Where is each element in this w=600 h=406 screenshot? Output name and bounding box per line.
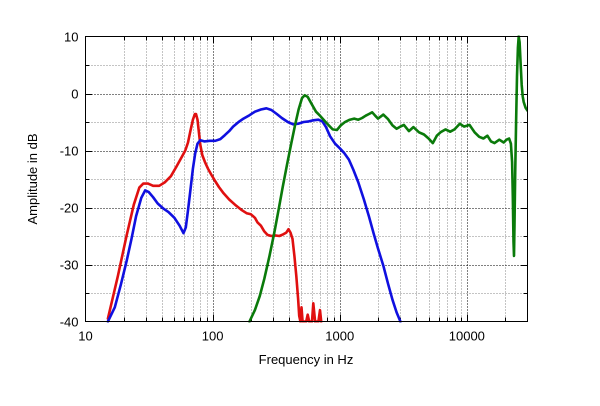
woofer-response-line xyxy=(106,112,323,323)
plot-frame xyxy=(85,36,528,322)
y-tick-label: -40 xyxy=(60,315,79,330)
x-tick-label: 10000 xyxy=(449,329,485,344)
x-tick-label: 10 xyxy=(78,329,92,344)
tweeter-response-line xyxy=(248,35,528,323)
plot-background xyxy=(85,36,528,322)
series-lines xyxy=(106,35,528,323)
y-tick-label: -10 xyxy=(60,144,79,159)
x-tick-label: 1000 xyxy=(325,329,354,344)
x-tick-label: 100 xyxy=(202,329,224,344)
y-axis-label: Amplitude in dB xyxy=(25,133,40,224)
y-tick-label: 10 xyxy=(64,30,78,45)
x-axis-label: Frequency in Hz xyxy=(259,352,354,367)
y-tick-label: 0 xyxy=(71,87,78,102)
tick-labels: 10 100 1000 10000 -40 -30 -20 -10 0 10 xyxy=(60,30,485,344)
midrange-response-line xyxy=(106,107,402,323)
y-tick-label: -20 xyxy=(60,201,79,216)
y-tick-label: -30 xyxy=(60,258,79,273)
